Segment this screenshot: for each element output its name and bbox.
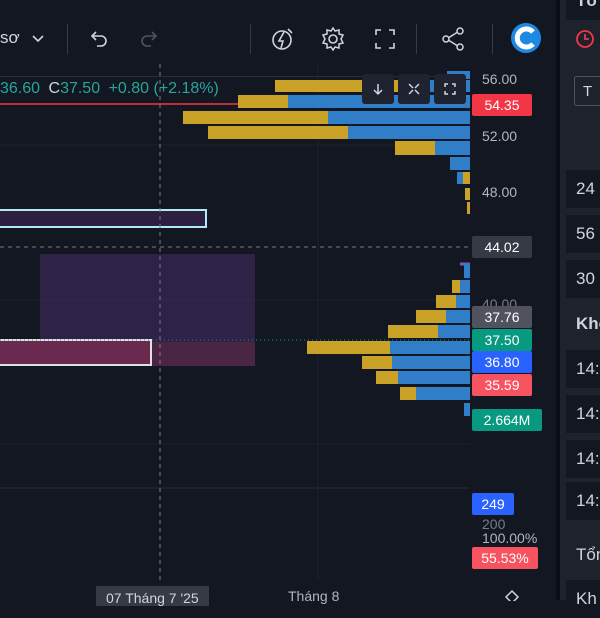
highlight-zone	[40, 254, 255, 342]
price-axis[interactable]: 56.00 54.35 52.00 48.00 44.02 40.00 37.7…	[470, 64, 556, 600]
fullscreen-icon[interactable]	[370, 24, 400, 54]
price-label-56: 56.00	[482, 71, 518, 87]
top-toolbar: sơ	[0, 0, 556, 77]
indicator-value-tag: 249	[472, 493, 514, 515]
time-axis[interactable]: 07 Tháng 7 '25 Tháng 8	[0, 580, 520, 606]
crosshair-date-tag: 07 Tháng 7 '25	[96, 586, 209, 606]
legend-close-value: 37.50	[60, 80, 101, 97]
clock-icon[interactable]	[574, 28, 596, 50]
level-tag-3: 35.59	[472, 374, 532, 396]
scale-label-200: 200	[482, 516, 506, 532]
legend-change-value: +0.80 (+2.18%)	[108, 80, 219, 97]
collapse-icon[interactable]	[398, 74, 430, 104]
panel-bottom-row: Kh	[566, 580, 600, 618]
drawn-rectangle-lower[interactable]	[0, 339, 152, 366]
symbol-suffix[interactable]: sơ	[0, 28, 20, 47]
level-tag-1: 37.76	[472, 306, 532, 328]
panel-row-value-1: 24	[566, 170, 600, 208]
panel-title: Tổ	[566, 0, 600, 20]
undo-icon[interactable]	[84, 24, 112, 52]
month-label: Tháng 8	[288, 588, 340, 604]
panel-tab[interactable]: T	[574, 76, 600, 106]
right-side-panel: Tổ T 24 56 30 Khớ 14: 14: 14: 14: Tổng K…	[556, 0, 600, 618]
chart-pane[interactable]	[0, 64, 470, 600]
panel-row-value-2: 56	[566, 215, 600, 253]
legend-close-label: C	[48, 80, 61, 97]
percent-tag: 55.53%	[472, 547, 538, 569]
share-icon[interactable]	[438, 24, 468, 54]
time-axis-settings-icon[interactable]	[504, 588, 520, 605]
panel-trade-row-4: 14:	[566, 482, 600, 520]
arrow-down-icon[interactable]	[362, 74, 394, 104]
redo-icon[interactable]	[136, 24, 164, 52]
panel-row-value-3: 30	[566, 260, 600, 298]
gear-icon[interactable]	[318, 24, 348, 54]
level-tag-2: 36.80	[472, 351, 532, 373]
alert-icon[interactable]	[268, 24, 298, 54]
panel-section-header: Khớ	[566, 305, 600, 343]
crosshair-price-tag: 44.02	[472, 236, 532, 258]
legend-low-value: 36.60	[0, 80, 41, 97]
panel-trade-row-3: 14:	[566, 440, 600, 478]
close-price-tag: 37.50	[472, 329, 532, 351]
high-price-tag: 54.35	[472, 94, 532, 116]
price-label-48: 48.00	[482, 184, 518, 200]
maximize-icon[interactable]	[434, 74, 466, 104]
volume-tag: 2.664M	[472, 409, 542, 431]
scale-label-percent: 100.00%	[482, 530, 538, 546]
price-label-52: 52.00	[482, 128, 518, 144]
logo-icon[interactable]	[508, 20, 544, 56]
panel-trade-row-1: 14:	[566, 350, 600, 388]
panel-total-row: Tổng	[566, 536, 600, 574]
chevron-down-icon[interactable]	[28, 28, 48, 48]
volume-profile-lower	[307, 264, 470, 416]
ohlc-legend: 36.60 C37.50 +0.80 (+2.18%)	[0, 80, 219, 98]
panel-trade-row-2: 14:	[566, 395, 600, 433]
drawn-rectangle-upper[interactable]	[0, 209, 207, 228]
